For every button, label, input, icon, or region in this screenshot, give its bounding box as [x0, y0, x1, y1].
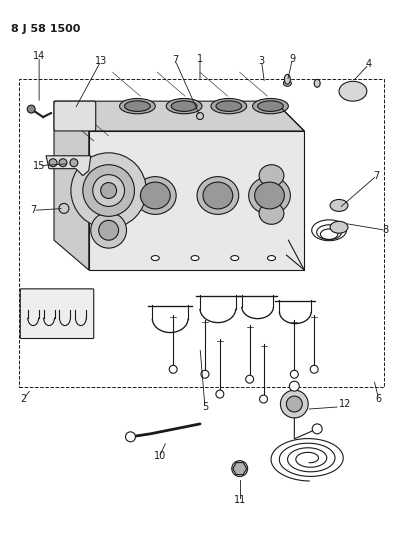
Ellipse shape: [166, 99, 202, 114]
Text: 13: 13: [95, 56, 107, 67]
Circle shape: [310, 365, 318, 373]
Text: 10: 10: [154, 451, 166, 461]
Ellipse shape: [216, 101, 242, 111]
Ellipse shape: [211, 99, 247, 114]
Circle shape: [59, 159, 67, 167]
Ellipse shape: [255, 182, 284, 209]
Circle shape: [289, 381, 299, 391]
Ellipse shape: [330, 199, 348, 212]
Circle shape: [27, 105, 35, 113]
Ellipse shape: [124, 101, 150, 111]
Ellipse shape: [197, 176, 239, 214]
Circle shape: [59, 204, 69, 213]
FancyBboxPatch shape: [54, 101, 96, 131]
Circle shape: [290, 370, 298, 378]
Circle shape: [280, 390, 308, 418]
Text: 7: 7: [30, 205, 36, 215]
Text: 8: 8: [383, 225, 389, 235]
Text: 8 J 58 1500: 8 J 58 1500: [11, 23, 81, 34]
Circle shape: [71, 153, 146, 228]
Circle shape: [260, 395, 267, 403]
Text: 1: 1: [197, 54, 203, 64]
Text: 9: 9: [289, 54, 295, 64]
Text: 7: 7: [373, 171, 380, 181]
Circle shape: [312, 424, 322, 434]
Circle shape: [70, 159, 78, 167]
Circle shape: [246, 375, 254, 383]
Ellipse shape: [171, 101, 197, 111]
Text: 5: 5: [202, 402, 208, 412]
Ellipse shape: [314, 79, 320, 87]
Ellipse shape: [231, 256, 239, 261]
Ellipse shape: [259, 203, 284, 224]
Ellipse shape: [330, 221, 348, 233]
Circle shape: [169, 365, 177, 373]
Circle shape: [232, 461, 248, 477]
Circle shape: [216, 390, 224, 398]
Ellipse shape: [259, 165, 284, 187]
Polygon shape: [46, 156, 91, 176]
Ellipse shape: [267, 256, 275, 261]
Ellipse shape: [197, 112, 203, 119]
Text: 12: 12: [339, 399, 352, 409]
Ellipse shape: [258, 101, 283, 111]
Bar: [19, 79, 384, 387]
Ellipse shape: [249, 176, 290, 214]
Circle shape: [83, 165, 134, 216]
Polygon shape: [54, 101, 304, 131]
Ellipse shape: [203, 182, 233, 209]
Text: 7: 7: [172, 55, 178, 66]
Polygon shape: [89, 131, 304, 270]
Ellipse shape: [134, 176, 176, 214]
Text: 2: 2: [20, 394, 26, 404]
Text: 11: 11: [233, 495, 246, 505]
Circle shape: [286, 396, 302, 412]
Ellipse shape: [151, 256, 159, 261]
Text: 15: 15: [33, 161, 45, 171]
Circle shape: [101, 183, 117, 198]
Ellipse shape: [283, 80, 291, 86]
Text: 6: 6: [376, 394, 382, 404]
Circle shape: [126, 432, 135, 442]
Ellipse shape: [284, 74, 290, 84]
Circle shape: [99, 220, 119, 240]
Text: 4: 4: [366, 59, 372, 69]
Circle shape: [201, 370, 209, 378]
Ellipse shape: [120, 99, 155, 114]
Circle shape: [91, 212, 126, 248]
Circle shape: [49, 159, 57, 167]
Text: 14: 14: [33, 52, 45, 61]
Ellipse shape: [140, 182, 170, 209]
Ellipse shape: [253, 99, 288, 114]
Circle shape: [93, 175, 124, 206]
Polygon shape: [233, 463, 247, 474]
FancyBboxPatch shape: [20, 289, 94, 338]
Polygon shape: [54, 101, 89, 270]
Ellipse shape: [191, 256, 199, 261]
Ellipse shape: [339, 82, 367, 101]
Text: 3: 3: [259, 56, 265, 67]
